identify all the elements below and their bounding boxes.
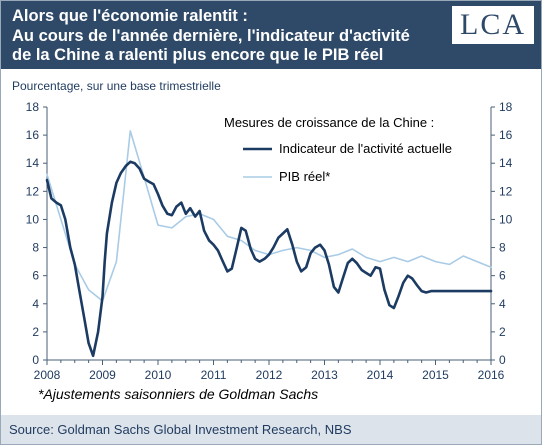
title-line-3: de la Chine a ralenti plus encore que le… xyxy=(12,46,384,64)
y-tick-label-left: 14 xyxy=(26,156,40,170)
x-tick-label: 2009 xyxy=(89,368,116,382)
y-tick-label-right: 14 xyxy=(499,156,513,170)
y-axis-unit-label: Pourcentage, sur une base trimestrielle xyxy=(12,79,221,93)
source-text: Source: Goldman Sachs Global Investment … xyxy=(9,422,352,437)
x-tick-label: 2011 xyxy=(201,368,227,382)
legend-label-gdp: PIB réel* xyxy=(279,169,330,184)
y-tick-label-left: 2 xyxy=(32,325,39,339)
line-chart: 0 0 2 2 4 4 6 6 8 8 10 10 12 12 14 14 16 16 18 18 2008 2009 20… xyxy=(26,100,513,382)
y-tick-label-right: 6 xyxy=(499,269,506,283)
y-tick-label-right: 4 xyxy=(499,297,506,311)
y-tick-label-right: 8 xyxy=(499,241,506,255)
chart-title: Alors que l'économie ralentit : Au cours… xyxy=(12,7,452,66)
logo-text: LCA xyxy=(460,8,526,41)
x-tick-label: 2012 xyxy=(256,368,283,382)
y-tick-label-left: 16 xyxy=(26,128,40,142)
y-tick-label-left: 12 xyxy=(26,184,40,198)
x-tick-label: 2014 xyxy=(367,368,394,382)
footnote: *Ajustements saisonniers de Goldman Sach… xyxy=(38,386,319,402)
series-activity-line xyxy=(45,160,493,358)
y-tick-label-right: 0 xyxy=(499,353,506,367)
x-tick-label: 2010 xyxy=(145,368,172,382)
y-tick-label-right: 16 xyxy=(499,128,513,142)
source-bar: Source: Goldman Sachs Global Investment … xyxy=(1,415,541,444)
lca-logo: LCA xyxy=(452,6,534,44)
y-tick-label-right: 10 xyxy=(499,212,513,226)
y-tick-label-right: 12 xyxy=(499,184,513,198)
x-tick-label: 2013 xyxy=(311,368,338,382)
x-tick-label: 2016 xyxy=(478,368,505,382)
y-tick-label-left: 18 xyxy=(26,100,40,114)
y-tick-label-left: 0 xyxy=(32,353,39,367)
legend-title: Mesures de croissance de la Chine : xyxy=(224,115,434,130)
y-tick-label-left: 8 xyxy=(32,241,39,255)
y-tick-label-left: 4 xyxy=(32,297,39,311)
legend-label-activity: Indicateur de l'activité actuelle xyxy=(279,141,452,156)
y-tick-label-left: 10 xyxy=(26,212,40,226)
title-banner: Alors que l'économie ralentit : Au cours… xyxy=(1,1,541,69)
x-tick-label: 2015 xyxy=(422,368,449,382)
title-line-2: Au cours de l'année dernière, l'indicate… xyxy=(12,26,410,45)
title-line-1: Alors que l'économie ralentit : xyxy=(12,7,248,25)
series-gdp-line xyxy=(46,130,492,302)
y-tick-label-left: 6 xyxy=(32,269,39,283)
y-tick-label-right: 2 xyxy=(499,325,506,339)
y-tick-label-right: 18 xyxy=(499,100,513,114)
x-tick-label: 2008 xyxy=(34,368,61,382)
